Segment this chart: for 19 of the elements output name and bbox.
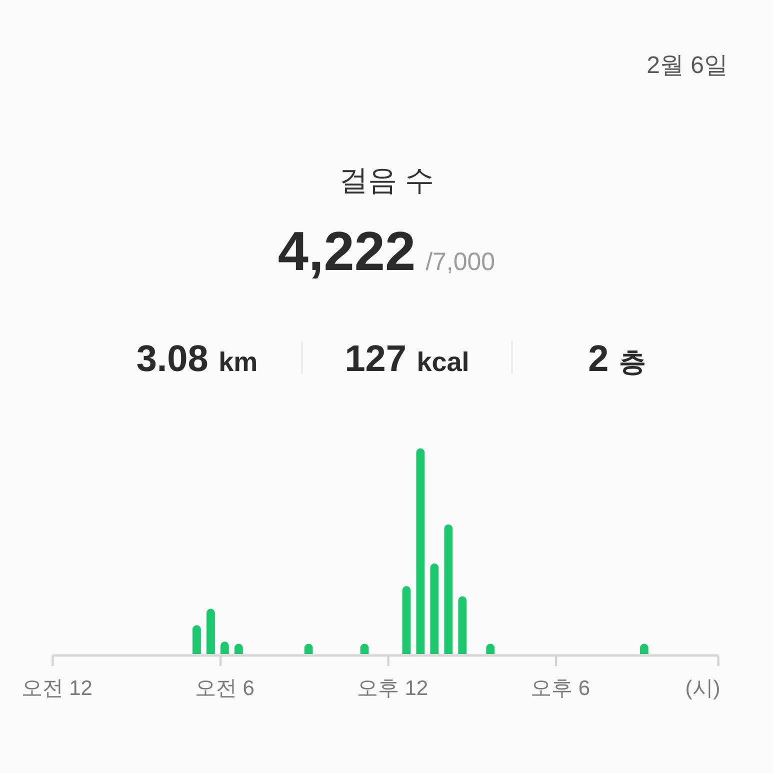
text: /7,000 — [426, 248, 496, 276]
text: 3.08 km — [136, 338, 258, 379]
bar — [402, 586, 411, 654]
text: 127 kcal — [344, 338, 470, 379]
text: 2 층 — [588, 338, 646, 379]
x-axis-title: (시) — [685, 677, 720, 700]
x-tick-label: 오후 6 — [530, 677, 590, 700]
bar — [416, 448, 425, 654]
bar — [206, 608, 215, 654]
x-tick-label: 오후 12 — [356, 677, 428, 700]
x-tick-label: 오전 6 — [194, 677, 254, 700]
bar — [458, 596, 467, 654]
text: 4,222 — [278, 220, 416, 282]
bar — [430, 564, 439, 654]
x-tick-label: 오전 12 — [21, 677, 92, 700]
chart-subtitle: 2월 6일 — [646, 52, 728, 79]
bar — [444, 524, 453, 654]
chart-title: 걸음 수 — [338, 165, 434, 197]
bar — [192, 625, 201, 654]
